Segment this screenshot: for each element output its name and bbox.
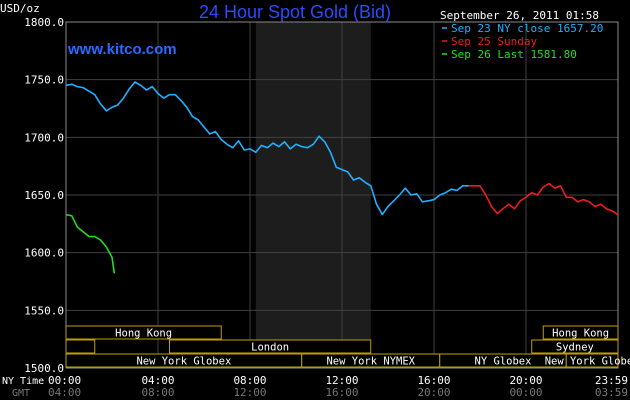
x-tick-label-ny: 04:00 — [141, 374, 174, 387]
market-session-label: New York Globex — [545, 356, 630, 368]
gmt-label: GMT — [12, 388, 30, 399]
series-line — [65, 213, 116, 274]
y-axis: 1500.0 1550.0 1600.0 1650.0 1700.0 1750.0 1800… — [24, 16, 64, 375]
market-session-label: London — [251, 342, 289, 354]
x-tick-label-ny: 23:59 — [595, 374, 628, 387]
y-tick-label: 1600.0 — [24, 247, 64, 260]
market-session-box — [169, 339, 372, 354]
market-session-label: Sydney — [556, 342, 594, 354]
y-axis-label: USD/oz — [0, 2, 40, 15]
market-session-box — [531, 339, 619, 354]
y-tick-label: 1550.0 — [24, 304, 64, 317]
series-line — [65, 81, 469, 216]
y-tick-label: 1700.0 — [24, 131, 64, 144]
website-label[interactable]: www.kitco.com — [67, 41, 177, 58]
price-series — [65, 81, 619, 274]
x-tick-label-gmt: 20:00 — [417, 386, 450, 399]
plot-border — [65, 21, 619, 369]
market-session-box — [565, 353, 619, 368]
y-tick-label: 1650.0 — [24, 189, 64, 202]
chart-title: 24 Hour Spot Gold (Bid) — [199, 2, 391, 22]
y-tick-label: 1750.0 — [24, 74, 64, 87]
x-tick-label-gmt: 04:00 — [48, 386, 81, 399]
x-tick-label-gmt: 16:00 — [325, 386, 358, 399]
x-axis: 00:0004:0004:0008:0008:0012:0012:0016:00… — [48, 374, 628, 399]
market-session-label: Hong Kong — [115, 328, 172, 340]
x-tick-label-ny: 00:00 — [48, 374, 81, 387]
x-tick-label-gmt: 03:59 — [595, 386, 628, 399]
x-tick-label-gmt: 08:00 — [141, 386, 174, 399]
y-tick-label: 1500.0 — [24, 362, 64, 375]
market-sessions: Hong Kong Hong Kong London Sydney New York G… — [65, 325, 630, 368]
x-tick-label-ny: 20:00 — [509, 374, 542, 387]
x-tick-label-gmt: 12:00 — [233, 386, 266, 399]
market-session-label: New York Globex — [136, 356, 231, 368]
market-session-label: New York NYMEX — [326, 356, 415, 368]
legend-entry: Sep 23 NY close 1657.20 — [451, 22, 603, 35]
market-session-label: Hong Kong — [552, 328, 609, 340]
x-tick-label-ny: 12:00 — [325, 374, 358, 387]
market-session-box — [65, 325, 222, 340]
series-line — [468, 182, 619, 216]
market-session-label: NY Globex — [475, 356, 532, 368]
market-session-box — [542, 325, 619, 340]
market-session-box — [65, 339, 96, 354]
x-tick-label-gmt: 00:00 — [509, 386, 542, 399]
legend-entry: Sep 26 Last 1581.80 — [451, 48, 577, 61]
x-tick-label-ny: 16:00 — [417, 374, 450, 387]
timestamp: September 26, 2011 01:58 — [440, 9, 599, 22]
legend-entry: Sep 25 Sunday — [451, 35, 537, 48]
y-tick-label: 1800.0 — [24, 16, 64, 29]
x-tick-label-ny: 08:00 — [233, 374, 266, 387]
ny-time-label: NY Time — [2, 376, 44, 387]
